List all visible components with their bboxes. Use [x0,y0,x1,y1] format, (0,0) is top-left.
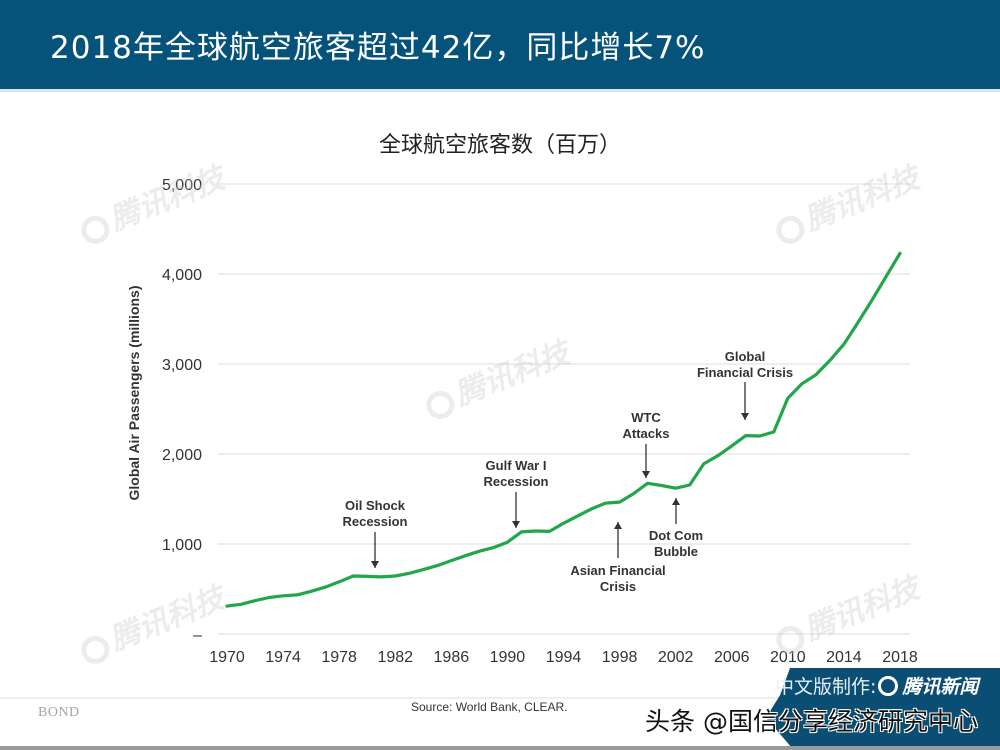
x-tick-label: 1974 [265,649,301,666]
slide-title: 2018年全球航空旅客超过42亿，同比增长7% [50,30,706,66]
y-axis-ticks: – 1,000 2,000 3,000 4,000 5,000 [162,177,202,644]
arrow-head-icon [371,561,379,568]
annotation-label: Recession [483,474,548,489]
bottom-bar [0,746,1000,750]
y-tick-label: 1,000 [162,537,202,554]
annotation-label: Financial Crisis [697,365,793,380]
annotation-label: Crisis [600,579,636,594]
y-tick-label: 3,000 [162,357,202,374]
y-axis-label: Global Air Passengers (millions) [126,286,142,501]
tencent-news-logo-icon [878,676,899,696]
toutiao-credit: 头条 @国信分享经济研究中心 [645,707,978,736]
x-tick-label: 1994 [546,649,582,666]
arrow-head-icon [741,413,749,420]
annotation-label: Bubble [654,544,698,559]
x-tick-label: 2014 [826,649,862,666]
footer-divider [0,697,1000,699]
annotation-label: Attacks [623,426,670,441]
x-tick-label: 1978 [321,649,357,666]
x-tick-label: 2010 [770,649,806,666]
arrow-head-icon [512,521,520,528]
x-tick-label: 1986 [434,649,470,666]
annotation-label: Oil Shock [345,498,406,513]
x-tick-label: 2006 [714,649,750,666]
x-tick-label: 1982 [377,649,413,666]
source-note: Source: World Bank, CLEAR. [411,700,568,714]
x-tick-label: 2002 [658,649,694,666]
passenger-series-line [225,251,902,608]
arrow-head-icon [672,498,680,505]
badge-brand: 腾讯新闻 [902,676,979,698]
x-tick-label: 1970 [209,649,245,666]
x-tick-label: 2018 [882,649,918,666]
annotation-label: WTC [631,410,661,425]
badge-text: 中文版制作: 腾讯新闻 [775,672,978,699]
arrow-head-icon [614,522,622,529]
annotation-label: Asian Financial [570,563,665,578]
y-tick-label: 5,000 [162,177,202,194]
x-tick-label: 1998 [602,649,638,666]
y-tick-label: 4,000 [162,267,202,284]
slide-header: 2018年全球航空旅客超过42亿，同比增长7% [0,0,1000,92]
y-tick-label: – [193,627,202,644]
y-tick-label: 2,000 [162,447,202,464]
bond-logo: BOND [38,705,80,720]
badge-prefix: 中文版制作: [775,676,877,698]
annotation-label: Dot Com [649,528,703,543]
annotation-label: Recession [342,514,407,529]
gridlines [218,183,910,635]
x-tick-label: 1990 [490,649,526,666]
annotation-label: Global [725,349,765,364]
chart-title: 全球航空旅客数（百万） [378,133,621,158]
annotation-label: Gulf War I [486,458,547,473]
x-axis-ticks: 1970 1974 1978 1982 1986 1990 1994 1998 2002 2006… [209,649,918,666]
arrow-head-icon [642,471,650,478]
